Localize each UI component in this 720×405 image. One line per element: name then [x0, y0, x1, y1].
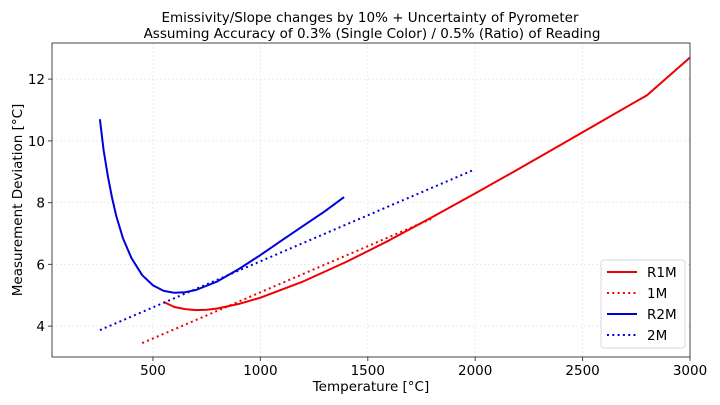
y-tick-label: 4 — [36, 319, 45, 335]
series-line-r1m — [163, 56, 691, 312]
x-tick-label: 1000 — [243, 363, 277, 379]
legend-label-1m: 1M — [647, 286, 667, 302]
x-tick-label: 500 — [140, 363, 166, 379]
legend-label-r2m: R2M — [647, 307, 677, 323]
legend: R1M 1M R2M 2M — [600, 259, 686, 349]
x-tick-label: 3000 — [673, 363, 707, 379]
series-layer — [98, 56, 691, 345]
y-tick-label: 10 — [28, 134, 45, 150]
legend-frame — [600, 259, 686, 349]
legend-label-2m: 2M — [647, 328, 667, 344]
legend-label-r1m: R1M — [647, 265, 677, 281]
x-tick-label: 1500 — [351, 363, 385, 379]
chart-title: Emissivity/Slope changes by 10% + Uncert… — [161, 10, 578, 26]
y-tick-label: 12 — [28, 72, 45, 88]
chart-subtitle: Assuming Accuracy of 0.3% (Single Color)… — [144, 26, 601, 42]
axes-frame — [51, 42, 691, 358]
x-axis-label: Temperature [°C] — [312, 379, 430, 395]
x-tick-label: 2000 — [458, 363, 492, 379]
grid — [52, 43, 691, 357]
series-line-r2m — [98, 119, 345, 294]
y-tick-label: 8 — [36, 196, 45, 212]
y-tick-label: 6 — [36, 257, 45, 273]
x-tick-label: 2500 — [565, 363, 599, 379]
y-axis-label: Measurement Deviation [°C] — [10, 104, 26, 297]
series-line-2m — [99, 169, 474, 332]
ticks: 500 1000 1500 2000 2500 3000 4 6 8 10 12 — [28, 72, 707, 379]
